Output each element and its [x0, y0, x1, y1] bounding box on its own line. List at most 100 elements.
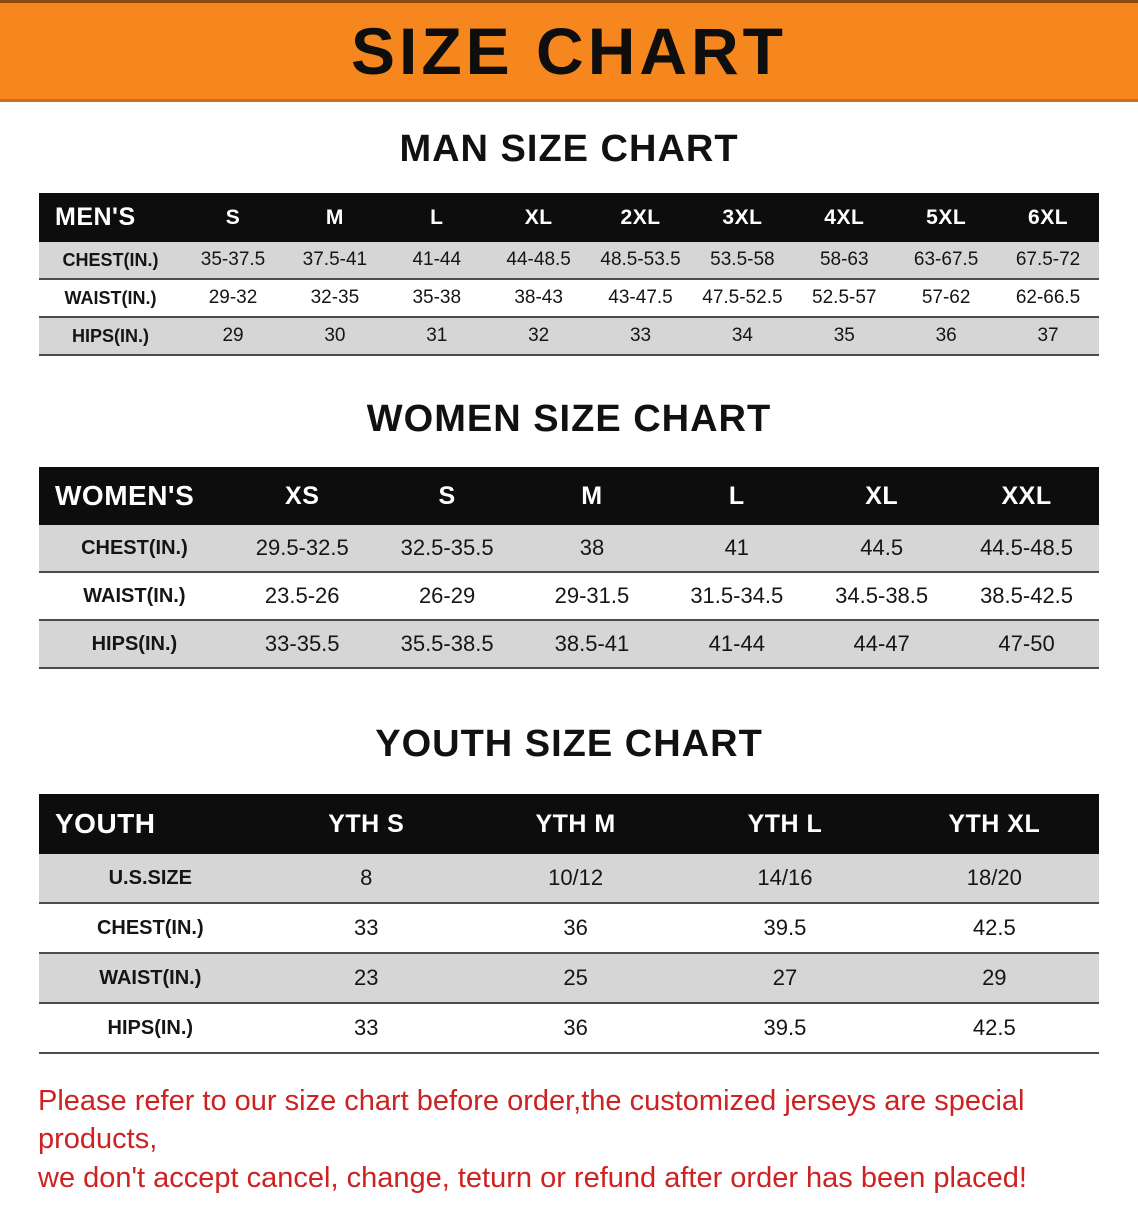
size-header-cell: YTH L — [680, 794, 890, 854]
size-header-cell: 6XL — [997, 193, 1099, 242]
value-cell: 39.5 — [680, 903, 890, 954]
row-label-cell: U.S.SIZE — [39, 854, 262, 904]
table-row: CHEST(IN.) 33 36 39.5 42.5 — [39, 903, 1099, 954]
value-cell: 8 — [261, 854, 471, 904]
table-row: WAIST(IN.) 29-32 32-35 35-38 38-43 43-47.5 47.… — [39, 279, 1099, 318]
disclaimer: Please refer to our size chart before or… — [0, 1054, 1138, 1209]
value-cell: 32-35 — [283, 279, 386, 318]
value-cell: 42.5 — [889, 903, 1099, 954]
value-cell: 18/20 — [889, 854, 1099, 904]
table-header-row: YOUTH YTH S YTH M YTH L YTH XL — [39, 794, 1099, 854]
value-cell: 52.5-57 — [793, 279, 896, 318]
value-cell: 35.5-38.5 — [374, 620, 520, 669]
table-title-cell: YOUTH — [39, 794, 262, 854]
value-cell: 35 — [793, 317, 896, 356]
value-cell: 29 — [889, 953, 1099, 1004]
value-cell: 36 — [895, 317, 998, 356]
women-heading: WOMEN SIZE CHART — [366, 398, 772, 440]
youth-section: YOUTH SIZE CHART YOUTH YTH S YTH M YTH L YTH … — [0, 723, 1138, 1054]
size-header-cell: L — [664, 467, 810, 525]
size-header-cell: 4XL — [793, 193, 896, 242]
value-cell: 30 — [283, 317, 386, 356]
value-cell: 38 — [519, 525, 665, 573]
value-cell: 33 — [261, 1003, 471, 1054]
table-row: WAIST(IN.) 23.5-26 26-29 29-31.5 31.5-34.5 34… — [39, 572, 1099, 621]
value-cell: 36 — [470, 1003, 681, 1054]
women-table: WOMEN'S XS S M L XL XXL CHEST(IN.) 29.5-32.5 32.5… — [39, 467, 1099, 669]
value-cell: 29-31.5 — [519, 572, 665, 621]
size-header-cell: XL — [809, 467, 955, 525]
value-cell: 44.5-48.5 — [954, 525, 1099, 573]
row-label-cell: HIPS(IN.) — [39, 317, 183, 356]
value-cell: 29.5-32.5 — [229, 525, 375, 573]
value-cell: 34 — [691, 317, 794, 356]
value-cell: 47.5-52.5 — [691, 279, 794, 318]
banner: SIZE CHART — [0, 0, 1138, 102]
value-cell: 44-47 — [809, 620, 955, 669]
size-header-cell: YTH S — [261, 794, 471, 854]
row-label-cell: CHEST(IN.) — [39, 903, 262, 954]
value-cell: 26-29 — [374, 572, 520, 621]
size-header-cell: 5XL — [895, 193, 998, 242]
table-row: CHEST(IN.) 35-37.5 37.5-41 41-44 44-48.5 48.5… — [39, 242, 1099, 280]
table-row: U.S.SIZE 8 10/12 14/16 18/20 — [39, 854, 1099, 904]
value-cell: 14/16 — [680, 854, 890, 904]
value-cell: 38-43 — [487, 279, 590, 318]
value-cell: 41-44 — [664, 620, 810, 669]
value-cell: 48.5-53.5 — [589, 242, 692, 280]
value-cell: 58-63 — [793, 242, 896, 280]
table-header-row: WOMEN'S XS S M L XL XXL — [39, 467, 1099, 525]
value-cell: 41 — [664, 525, 810, 573]
men-section: MAN SIZE CHART MEN'S S M L XL 2XL 3XL 4XL 5XL 6XL C… — [0, 128, 1138, 356]
table-title-cell: MEN'S — [39, 193, 183, 242]
value-cell: 43-47.5 — [589, 279, 692, 318]
men-table: MEN'S S M L XL 2XL 3XL 4XL 5XL 6XL CHEST(IN.) 35-37… — [39, 193, 1099, 356]
size-header-cell: 3XL — [691, 193, 794, 242]
page-title: SIZE CHART — [351, 14, 787, 88]
row-label-cell: CHEST(IN.) — [39, 242, 183, 280]
value-cell: 29-32 — [182, 279, 284, 318]
size-header-cell: S — [182, 193, 284, 242]
women-section: WOMEN SIZE CHART WOMEN'S XS S M L XL XXL CHEST(I… — [0, 398, 1138, 669]
row-label-cell: WAIST(IN.) — [39, 279, 183, 318]
size-chart-sections: MAN SIZE CHART MEN'S S M L XL 2XL 3XL 4XL 5XL 6XL C… — [0, 128, 1138, 1054]
size-header-cell: M — [283, 193, 386, 242]
disclaimer-line2: we don't accept cancel, change, teturn o… — [38, 1161, 1027, 1194]
value-cell: 37.5-41 — [283, 242, 386, 280]
value-cell: 44-48.5 — [487, 242, 590, 280]
table-row: CHEST(IN.) 29.5-32.5 32.5-35.5 38 41 44.5 44.5… — [39, 525, 1099, 573]
size-header-cell: YTH XL — [889, 794, 1099, 854]
row-label-cell: HIPS(IN.) — [39, 620, 230, 669]
value-cell: 35-38 — [385, 279, 488, 318]
value-cell: 29 — [182, 317, 284, 356]
row-label-cell: CHEST(IN.) — [39, 525, 230, 573]
value-cell: 38.5-42.5 — [954, 572, 1099, 621]
value-cell: 35-37.5 — [182, 242, 284, 280]
row-label-cell: WAIST(IN.) — [39, 572, 230, 621]
men-heading: MAN SIZE CHART — [399, 128, 739, 170]
table-header-row: MEN'S S M L XL 2XL 3XL 4XL 5XL 6XL — [39, 193, 1099, 242]
value-cell: 37 — [997, 317, 1099, 356]
size-header-cell: YTH M — [470, 794, 681, 854]
value-cell: 38.5-41 — [519, 620, 665, 669]
value-cell: 33 — [589, 317, 692, 356]
value-cell: 33-35.5 — [229, 620, 375, 669]
size-header-cell: XXL — [954, 467, 1099, 525]
row-label-cell: WAIST(IN.) — [39, 953, 262, 1004]
size-header-cell: 2XL — [589, 193, 692, 242]
value-cell: 32 — [487, 317, 590, 356]
row-label-cell: HIPS(IN.) — [39, 1003, 262, 1054]
value-cell: 34.5-38.5 — [809, 572, 955, 621]
youth-table: YOUTH YTH S YTH M YTH L YTH XL U.S.SIZE 8 10/12… — [39, 794, 1099, 1054]
value-cell: 44.5 — [809, 525, 955, 573]
value-cell: 32.5-35.5 — [374, 525, 520, 573]
value-cell: 23.5-26 — [229, 572, 375, 621]
table-row: HIPS(IN.) 33 36 39.5 42.5 — [39, 1003, 1099, 1054]
value-cell: 33 — [261, 903, 471, 954]
size-header-cell: L — [385, 193, 488, 242]
value-cell: 25 — [470, 953, 681, 1004]
value-cell: 63-67.5 — [895, 242, 998, 280]
value-cell: 67.5-72 — [997, 242, 1099, 280]
value-cell: 39.5 — [680, 1003, 890, 1054]
